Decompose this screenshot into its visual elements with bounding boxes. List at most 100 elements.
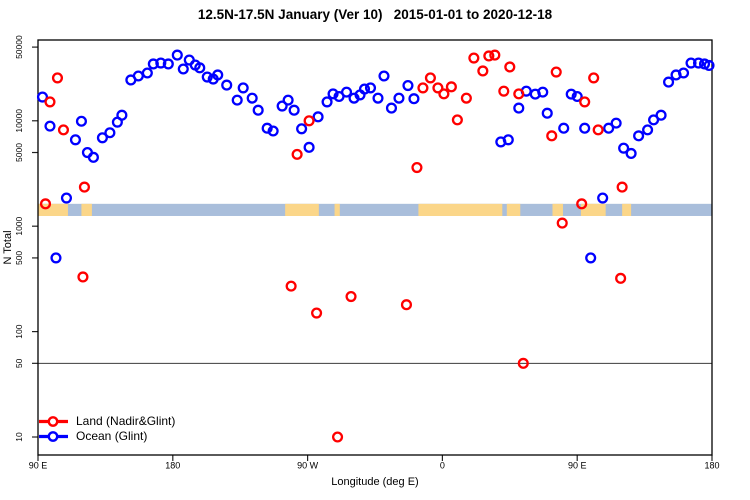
x-tick-label: 90 E	[29, 461, 48, 471]
data-point-ocean	[663, 76, 675, 88]
data-point-ocean	[385, 102, 398, 114]
data-point-land	[477, 65, 489, 77]
data-point-land	[556, 217, 568, 229]
data-point-land	[468, 52, 480, 64]
y-tick-label: 100	[14, 324, 24, 338]
data-point-ocean	[194, 62, 206, 74]
data-point-land	[78, 181, 90, 193]
data-point-land	[615, 272, 627, 284]
map-band-land	[418, 203, 503, 216]
y-tick-label: 50	[14, 358, 24, 368]
data-point-ocean	[537, 86, 549, 98]
data-point-ocean	[147, 58, 159, 70]
data-point-ocean	[296, 123, 308, 135]
data-point-ocean	[282, 94, 294, 106]
x-axis-title: Longitude (deg E)	[331, 476, 418, 488]
data-point-ocean	[231, 94, 243, 106]
data-point-ocean	[267, 125, 279, 137]
data-points	[36, 49, 715, 443]
data-point-ocean	[60, 192, 73, 204]
plot-border	[37, 39, 713, 456]
x-tick-label: 90 E	[568, 461, 587, 471]
data-point-ocean	[603, 122, 615, 134]
data-point-land	[460, 92, 472, 104]
axes: 50000 10000 5000 1000 500 100 50 10 90 E 180 90 W 0…	[14, 35, 720, 470]
data-point-ocean	[69, 134, 81, 146]
data-point-ocean	[252, 104, 264, 116]
data-point-ocean	[358, 83, 371, 95]
data-point-ocean	[201, 71, 213, 83]
y-tick-label: 10	[14, 432, 24, 442]
map-band-land	[622, 203, 632, 216]
data-point-land	[489, 49, 501, 61]
data-point-ocean	[677, 67, 690, 79]
data-point-land	[517, 357, 529, 369]
data-point-ocean	[327, 88, 339, 100]
data-point-ocean	[364, 82, 377, 94]
data-point-ocean	[579, 122, 591, 134]
data-point-ocean	[655, 109, 667, 121]
data-point-ocean	[642, 124, 654, 136]
data-point-ocean	[558, 122, 570, 134]
data-point-ocean	[50, 252, 62, 264]
y-tick-label: 50000	[14, 35, 24, 59]
data-point-land	[345, 291, 357, 303]
data-point-land	[451, 114, 463, 126]
map-band-ocean	[38, 203, 712, 216]
map-band-land	[334, 203, 340, 216]
legend-symbol-ocean-icon	[39, 431, 68, 442]
data-point-ocean	[513, 102, 525, 114]
data-point-ocean	[502, 134, 514, 146]
data-point-ocean	[585, 252, 597, 264]
data-point-land	[576, 198, 588, 210]
data-point-ocean	[633, 130, 645, 142]
data-point-ocean	[303, 141, 315, 153]
data-point-ocean	[155, 57, 167, 69]
data-point-ocean	[625, 147, 637, 159]
data-point-ocean	[212, 69, 224, 81]
map-band-land	[81, 203, 92, 216]
data-point-ocean	[132, 70, 144, 82]
data-point-ocean	[618, 142, 630, 154]
map-band-land	[552, 203, 563, 216]
data-point-ocean	[372, 92, 384, 104]
data-point-land	[332, 431, 344, 443]
y-tick-label: 1000	[14, 216, 24, 235]
y-tick-label: 5000	[14, 143, 24, 162]
legend-item-land: Land (Nadir&Glint)	[39, 414, 175, 429]
y-tick-label: 10000	[14, 109, 24, 133]
data-point-ocean	[321, 96, 333, 108]
data-point-land	[432, 82, 444, 94]
map-band	[38, 203, 712, 216]
data-point-land	[44, 96, 56, 108]
data-point-ocean	[75, 115, 87, 127]
data-point-land	[498, 85, 510, 97]
data-point-ocean	[237, 82, 249, 94]
data-point-land	[39, 198, 52, 210]
data-point-land	[57, 124, 70, 136]
data-point-land	[579, 96, 591, 108]
data-point-land	[616, 181, 628, 193]
legend-label-ocean: Ocean (Glint)	[76, 429, 148, 443]
data-point-ocean	[692, 57, 705, 69]
data-point-land	[285, 280, 297, 292]
data-point-land	[291, 148, 303, 160]
x-tick-label: 0	[440, 461, 445, 471]
data-point-ocean	[703, 59, 715, 71]
data-point-ocean	[541, 107, 553, 119]
legend-symbol-land-icon	[39, 416, 68, 427]
data-point-ocean	[648, 114, 660, 126]
map-band-land	[580, 203, 606, 216]
legend-label-land: Land (Nadir&Glint)	[76, 414, 176, 428]
data-point-land	[546, 130, 558, 142]
data-point-ocean	[116, 109, 128, 121]
data-point-land	[445, 81, 457, 93]
data-point-land	[77, 271, 89, 283]
data-point-ocean	[261, 122, 273, 134]
data-point-land	[311, 307, 323, 319]
data-point-ocean	[312, 111, 324, 123]
data-point-ocean	[246, 92, 258, 104]
data-point-land	[513, 88, 525, 100]
data-point-ocean	[565, 88, 577, 100]
